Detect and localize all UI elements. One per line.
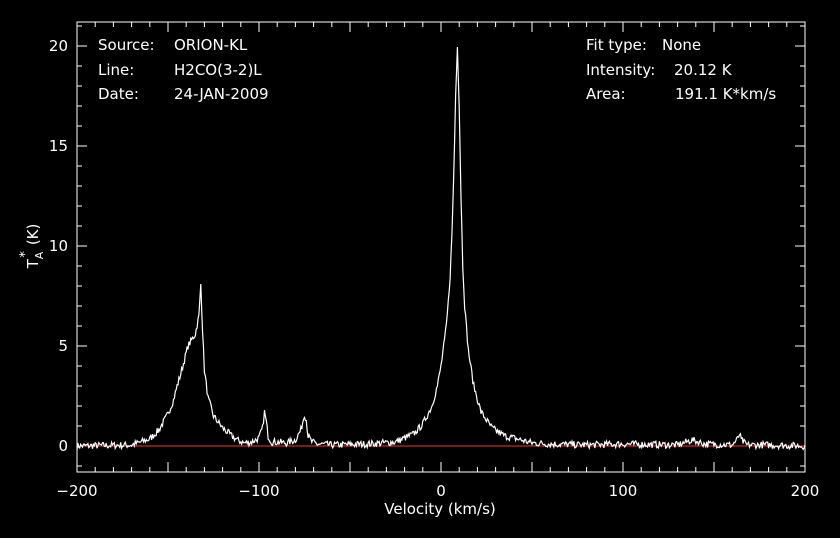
y-tick-label: 15 — [49, 137, 68, 155]
axis-ticks — [76, 22, 806, 472]
svg-text:TA*(K): TA* (K) — [18, 224, 46, 270]
axis-tick-labels: −200 −100 0 100 200 0 5 10 15 20 — [49, 37, 819, 500]
x-tick-label: −100 — [238, 482, 279, 500]
y-axis-label-unit: (K) — [24, 224, 42, 246]
x-axis-label: Velocity (km/s) — [384, 500, 495, 518]
y-tick-label: 10 — [49, 237, 68, 255]
y-axis-label-sub: A — [33, 251, 46, 259]
info-line-value: H2CO(3-2)L — [174, 61, 262, 79]
y-axis-label-symbol: T — [24, 258, 42, 269]
y-tick-label: 20 — [49, 37, 68, 55]
x-tick-label: 100 — [609, 482, 638, 500]
info-intensity-value: 20.12 K — [674, 61, 733, 79]
x-tick-label: 200 — [791, 482, 820, 500]
info-date-value: 24-JAN-2009 — [174, 85, 269, 103]
info-left: Source: ORION-KL Line: H2CO(3-2)L Date: … — [98, 36, 269, 103]
info-area-value: 191.1 K*km/s — [675, 85, 776, 103]
y-axis-label: TA* (K) — [18, 224, 46, 270]
info-right: Fit type: None Intensity: 20.12 K Area: … — [586, 36, 776, 103]
info-source-key: Source: — [98, 36, 155, 54]
info-fit-value: None — [662, 36, 701, 54]
y-tick-label: 0 — [58, 437, 68, 455]
y-tick-label: 5 — [58, 337, 68, 355]
info-date-key: Date: — [98, 85, 139, 103]
y-axis-label-sup: * — [18, 251, 33, 258]
x-tick-label: −200 — [56, 482, 97, 500]
spectrum-line — [76, 46, 806, 451]
info-source-value: ORION-KL — [174, 36, 248, 54]
info-intensity-key: Intensity: — [586, 61, 655, 79]
info-line-key: Line: — [98, 61, 134, 79]
info-fit-key: Fit type: — [586, 36, 647, 54]
info-area-key: Area: — [586, 85, 626, 103]
x-tick-label: 0 — [436, 482, 446, 500]
